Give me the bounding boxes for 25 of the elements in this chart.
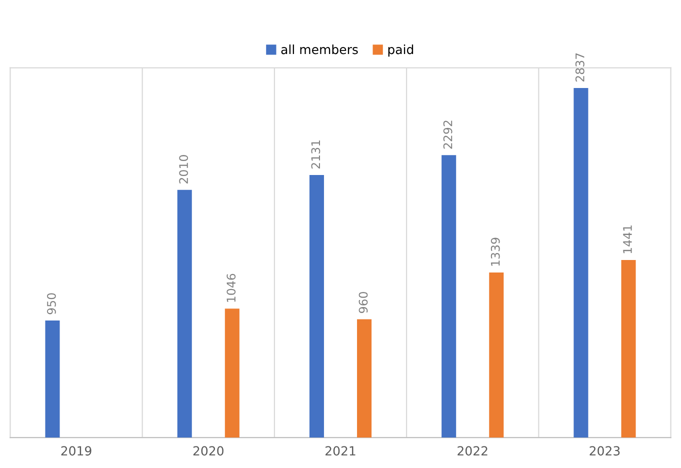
x-tick-label: 2019 [61,446,92,456]
bar [489,272,504,438]
bar [309,174,324,438]
bar [45,320,60,438]
x-tick-label: 2023 [590,446,620,456]
bar [224,308,240,438]
bar [442,155,456,438]
bar [574,88,588,438]
data-label: 2131 [311,140,320,169]
x-tick-label: 2020 [193,446,224,456]
bar [177,190,192,438]
bar [621,260,636,438]
data-label: 1046 [226,274,236,302]
data-label: 1441 [623,225,632,254]
data-label: 1339 [490,238,500,266]
legend-label: all members [281,44,358,54]
data-label: 2010 [179,155,188,184]
data-label: 2837 [575,53,584,82]
x-tick-label: 2022 [458,446,488,456]
bar [357,319,372,438]
legend-label: paid [388,44,414,57]
x-tick-label: 2021 [326,446,356,456]
data-label: 960 [358,292,368,313]
data-label: 2292 [443,120,452,149]
data-label: 950 [46,293,56,314]
